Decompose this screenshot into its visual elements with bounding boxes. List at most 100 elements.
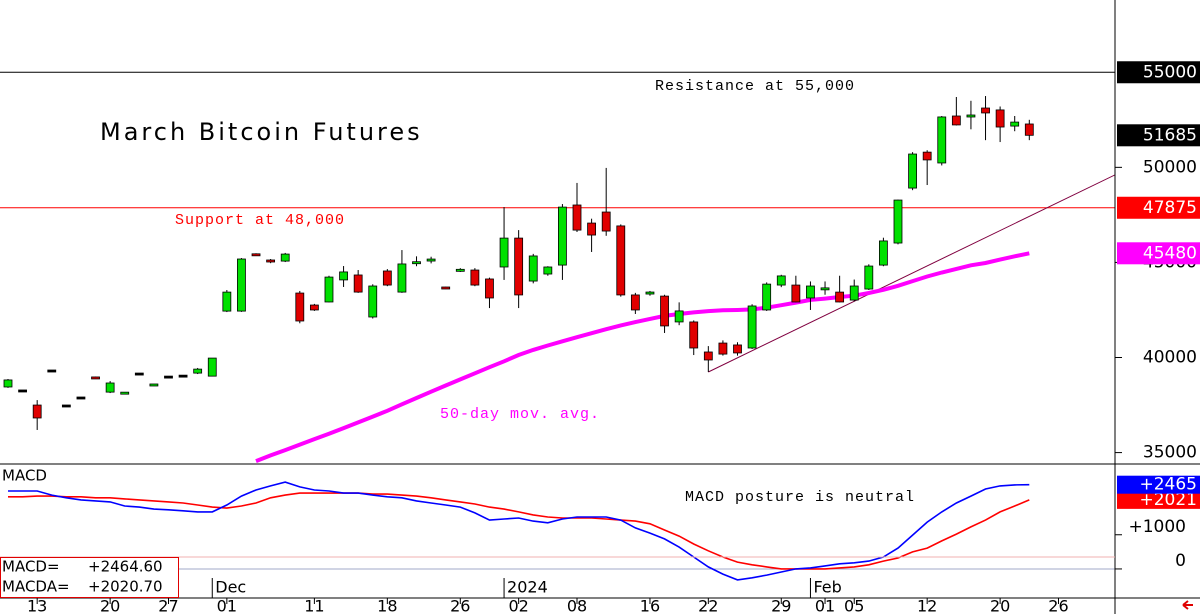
candle-body bbox=[149, 383, 159, 387]
candle-body bbox=[32, 404, 42, 419]
level-box-bg bbox=[1117, 196, 1200, 219]
candle-body bbox=[616, 225, 626, 296]
chart-title: March Bitcoin Futures bbox=[100, 118, 423, 146]
candle-body bbox=[966, 114, 976, 118]
candle-body bbox=[207, 357, 217, 377]
candle-body bbox=[543, 266, 553, 275]
last-price-box: 51685 bbox=[1143, 125, 1197, 145]
y-tick-label: 0 bbox=[1175, 551, 1186, 571]
candle-body bbox=[849, 285, 859, 301]
candle-body bbox=[455, 268, 465, 272]
candle-body bbox=[630, 294, 640, 311]
y-tick-label: +1000 bbox=[1128, 517, 1186, 537]
moving-average bbox=[255, 251, 1030, 463]
candle-body bbox=[324, 276, 334, 303]
x-tick-label: 22 bbox=[698, 597, 718, 614]
candle-body bbox=[645, 291, 655, 295]
candle-body bbox=[368, 285, 378, 318]
candle-body bbox=[995, 109, 1005, 128]
candle-body bbox=[339, 271, 348, 281]
candle-body bbox=[485, 278, 494, 299]
candle-body bbox=[587, 222, 596, 236]
candle-body bbox=[689, 321, 699, 349]
candle-body bbox=[733, 344, 742, 354]
candle-body bbox=[91, 376, 100, 380]
candle-body bbox=[922, 151, 932, 161]
candle-body bbox=[791, 284, 801, 303]
candle-body bbox=[893, 199, 903, 244]
price-panel bbox=[0, 71, 1115, 463]
candle-body bbox=[397, 263, 407, 293]
y-tick-label: 40000 bbox=[1143, 348, 1197, 368]
candle-body bbox=[266, 259, 276, 263]
candle-body bbox=[120, 391, 130, 395]
level-label: Resistance at 55,000 bbox=[655, 78, 855, 95]
ma-box-bg bbox=[1117, 242, 1200, 265]
candle-body bbox=[1024, 123, 1034, 136]
macd-box-bg bbox=[1117, 490, 1200, 509]
candle-body bbox=[1010, 121, 1020, 127]
ma-label: 50-day mov. avg. bbox=[440, 406, 600, 423]
candle-body bbox=[353, 274, 363, 293]
candle-body bbox=[164, 375, 173, 379]
x-tick-label: 01 bbox=[217, 597, 237, 614]
x-tick-label: 29 bbox=[771, 597, 791, 614]
candle-body bbox=[105, 382, 115, 393]
level-box-bg bbox=[1117, 61, 1200, 84]
candle-body bbox=[835, 291, 845, 303]
x-tick-label: 02 bbox=[508, 597, 528, 614]
x-tick-label: 11 bbox=[304, 597, 324, 614]
candle-body bbox=[47, 369, 57, 373]
level-label: Support at 48,000 bbox=[175, 212, 345, 229]
month-label: Feb bbox=[813, 578, 841, 597]
x-tick-label: 12 bbox=[917, 597, 937, 614]
macd-annotation: MACD posture is neutral bbox=[685, 489, 915, 506]
x-tick-label: 01 bbox=[815, 597, 835, 614]
level-box: 47875 bbox=[1143, 198, 1197, 218]
candle-body bbox=[674, 310, 684, 323]
candle-body bbox=[412, 261, 421, 265]
candle-body bbox=[601, 211, 611, 232]
readout-value: +2464.60 bbox=[88, 558, 163, 576]
macd-line bbox=[8, 481, 1030, 581]
candle-body bbox=[18, 389, 27, 393]
macd-box-bg bbox=[1117, 475, 1200, 494]
candle-body bbox=[937, 116, 947, 164]
x-tick-label: 13 bbox=[27, 597, 47, 614]
candle-body bbox=[193, 368, 203, 374]
candle-body bbox=[76, 396, 86, 400]
candle-body bbox=[718, 342, 728, 355]
candle-body bbox=[61, 404, 71, 408]
x-tick-label: 05 bbox=[844, 597, 864, 614]
candle-body bbox=[820, 287, 830, 291]
candle-body bbox=[762, 283, 772, 311]
candle-body bbox=[776, 275, 786, 286]
candle-body bbox=[514, 237, 524, 296]
scroll-arrow[interactable] bbox=[1182, 600, 1193, 610]
candle-body bbox=[441, 286, 451, 290]
candle-body bbox=[981, 107, 990, 114]
candle-body bbox=[908, 153, 917, 189]
candle-body bbox=[806, 285, 815, 299]
candle-body bbox=[499, 237, 509, 268]
candle-body bbox=[470, 269, 480, 286]
candle-body bbox=[280, 253, 290, 262]
macd-title: MACD bbox=[2, 467, 47, 485]
candle-body bbox=[237, 258, 246, 312]
trendline bbox=[708, 174, 1115, 373]
month-label: 2024 bbox=[507, 578, 548, 597]
readout-name: MACD= bbox=[2, 558, 60, 576]
candle-body bbox=[178, 374, 188, 378]
y-tick-label: 50000 bbox=[1143, 157, 1197, 177]
level-box: 55000 bbox=[1143, 62, 1197, 82]
x-tick-label: 18 bbox=[377, 597, 397, 614]
x-tick-label: 27 bbox=[158, 597, 178, 614]
candle-body bbox=[222, 291, 232, 312]
last-price-box-bg bbox=[1117, 124, 1200, 147]
readout-box bbox=[0, 557, 179, 598]
candle-body bbox=[134, 372, 144, 376]
candle-body bbox=[747, 305, 757, 349]
macd-panel bbox=[0, 481, 1115, 581]
